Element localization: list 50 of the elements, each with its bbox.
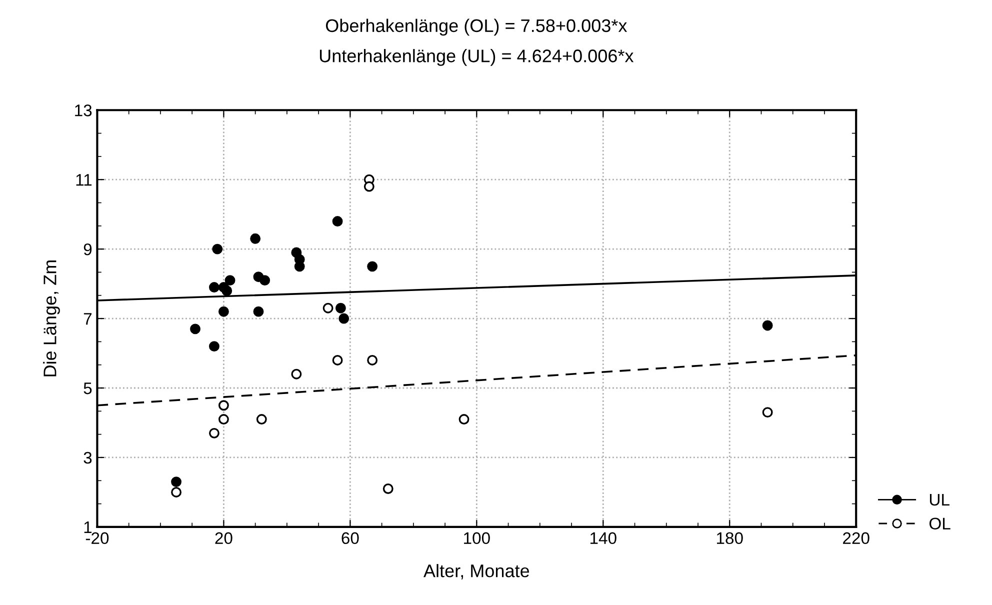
point: [171, 486, 182, 498]
point: [222, 286, 232, 296]
point: [208, 282, 220, 292]
x-tick-label: 140: [590, 532, 616, 544]
x-axis-title: Alter, Monate: [424, 564, 530, 580]
point: [250, 233, 261, 244]
x-tick-label: 100: [464, 532, 490, 544]
point: [291, 368, 302, 380]
point: [335, 302, 346, 314]
x-tick-label: 60: [342, 532, 359, 544]
point: [218, 306, 229, 317]
x-tick-label: 20: [215, 532, 232, 544]
point: [322, 302, 334, 314]
x-tick-label: 220: [843, 532, 870, 544]
point: [260, 275, 270, 286]
point: [171, 476, 182, 488]
point: [190, 324, 200, 334]
point: [458, 414, 470, 424]
y-tick-label: 13: [75, 104, 92, 116]
y-tick-label: 7: [84, 313, 92, 325]
point: [332, 354, 343, 366]
point: [218, 400, 229, 411]
chart-subtitle: Unterhakenlänge (UL) = 4.624+0.006*x: [320, 49, 634, 66]
point: [364, 181, 374, 192]
point: [256, 414, 267, 424]
y-tick-label: 5: [84, 382, 92, 394]
x-tick-label: -20: [86, 532, 109, 544]
y-tick-label: 9: [84, 243, 92, 256]
y-tick-label: 1: [84, 522, 92, 533]
legend-label: UL: [930, 494, 950, 506]
point: [212, 244, 223, 254]
point: [218, 414, 229, 424]
point: [253, 306, 264, 317]
point: [382, 484, 394, 494]
x-tick-label: 180: [716, 532, 743, 544]
point: [367, 261, 378, 272]
y-tick-label: 3: [84, 452, 92, 464]
point: [762, 407, 773, 418]
point: [367, 354, 378, 366]
point: [208, 341, 220, 352]
chart-title: Oberhakenlänge (OL) = 7.58+0.003*x: [326, 18, 628, 36]
y-tick-label: 11: [76, 174, 92, 186]
point: [224, 275, 236, 286]
point: [762, 320, 773, 331]
y-axis-title: Die Länge, Zm: [43, 260, 60, 376]
legend-label: OL: [929, 518, 950, 530]
point: [332, 216, 343, 226]
point: [208, 428, 220, 438]
point: [338, 313, 350, 324]
point: [294, 261, 305, 272]
